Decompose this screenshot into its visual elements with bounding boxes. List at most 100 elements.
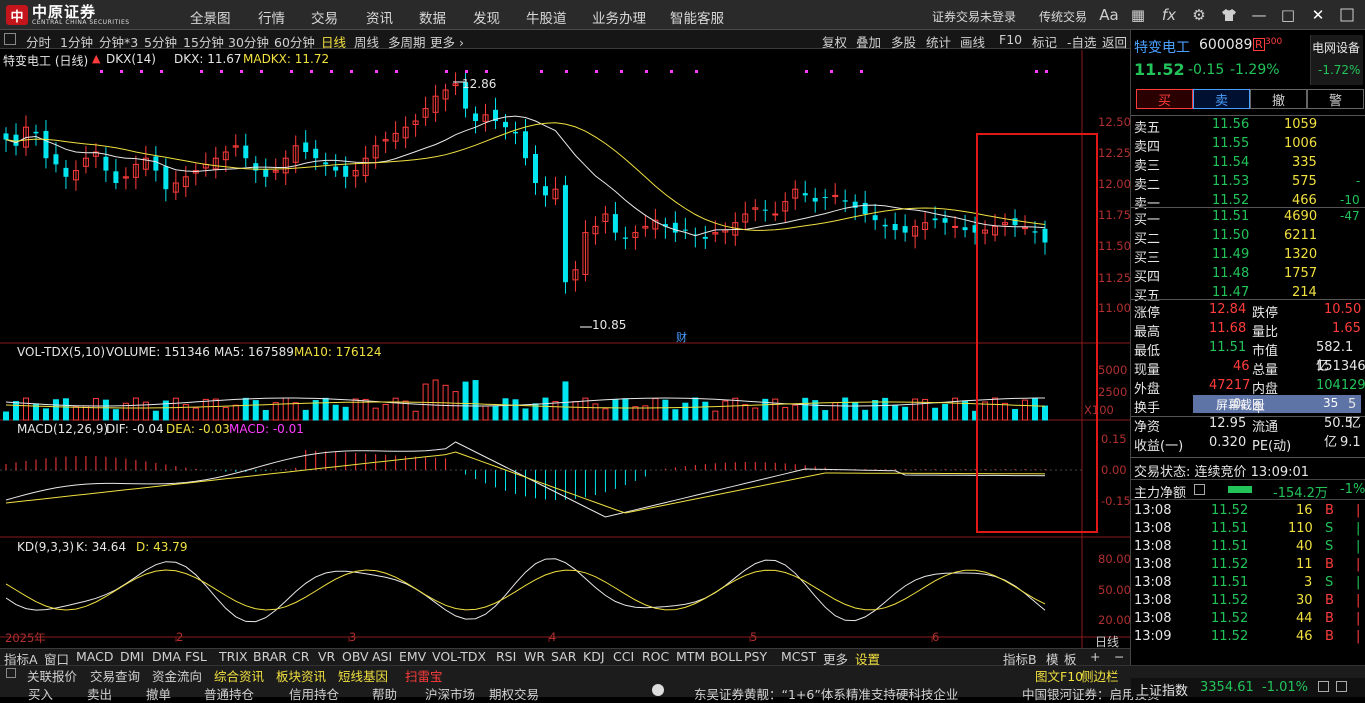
nav-7[interactable]: 业务办理: [592, 11, 646, 27]
minimize-icon[interactable]: —: [1251, 6, 1267, 24]
indicator-tab-25[interactable]: 设置: [855, 652, 881, 667]
period-tab-10[interactable]: 更多 ›: [430, 35, 464, 50]
indicator-tab-22[interactable]: PSY: [744, 649, 768, 664]
font-size-icon[interactable]: Aa: [1099, 6, 1119, 24]
indicator-tab-5[interactable]: FSL: [185, 649, 207, 664]
tool-6[interactable]: 标记: [1032, 35, 1058, 50]
function-right-0[interactable]: 图文F10: [1035, 669, 1084, 684]
indicator-tab-20[interactable]: MTM: [676, 649, 706, 664]
period-tab-0[interactable]: 分时: [26, 35, 52, 50]
shortcut-0[interactable]: 买入: [28, 687, 54, 702]
indicator-tab-4[interactable]: DMA: [152, 649, 181, 664]
index-menu-icon[interactable]: [1336, 681, 1347, 692]
nav-6[interactable]: 牛股道: [526, 11, 567, 27]
period-tab-7[interactable]: 日线: [321, 35, 347, 50]
index-chart-icon[interactable]: [1318, 681, 1329, 692]
shortcut-2[interactable]: 撤单: [146, 687, 172, 702]
industry-name[interactable]: 电网设备: [1312, 41, 1361, 55]
period-tab-5[interactable]: 30分钟: [228, 35, 269, 50]
period-tab-8[interactable]: 周线: [354, 35, 380, 50]
shortcut-6[interactable]: 沪深市场: [425, 687, 476, 702]
function-tab-1[interactable]: 交易查询: [90, 669, 141, 684]
kline-chart-area[interactable]: [0, 50, 1130, 648]
tool-5[interactable]: F10: [999, 32, 1023, 47]
indicator-right-2[interactable]: 板: [1064, 652, 1077, 667]
shortcut-1[interactable]: 卖出: [87, 687, 113, 702]
shortcut-5[interactable]: 帮助: [372, 687, 398, 702]
indicator-tab-17[interactable]: KDJ: [583, 649, 605, 664]
indicator-tab-15[interactable]: WR: [524, 649, 546, 664]
industry-box[interactable]: [1310, 35, 1363, 85]
tool-7[interactable]: -自选: [1067, 35, 1097, 50]
nav-2[interactable]: 交易: [311, 11, 338, 27]
gear-icon[interactable]: ⚙: [1192, 6, 1206, 24]
formula-icon[interactable]: fx: [1161, 6, 1177, 24]
indicator-tab-11[interactable]: ASI: [372, 649, 393, 664]
period-tab-4[interactable]: 15分钟: [183, 35, 224, 50]
indicator-tab-14[interactable]: RSI: [496, 649, 517, 664]
skin-icon[interactable]: [1220, 6, 1238, 24]
indicator-tab-1[interactable]: 窗口: [44, 652, 70, 667]
nav-5[interactable]: 发现: [473, 11, 500, 27]
function-tab-6[interactable]: 扫雷宝: [405, 669, 443, 684]
close-icon[interactable]: ✕: [1311, 6, 1325, 24]
indicator-right-3[interactable]: +: [1090, 649, 1101, 664]
function-tab-3[interactable]: 综合资讯: [214, 669, 265, 684]
period-tab-1[interactable]: 1分钟: [60, 35, 93, 50]
tool-3[interactable]: 统计: [926, 35, 952, 50]
expand-icon[interactable]: [4, 33, 16, 45]
function-tab-5[interactable]: 短线基因: [338, 669, 389, 684]
login-status[interactable]: 证券交易未登录: [932, 10, 1017, 24]
index-name[interactable]: 上证指数: [1136, 684, 1189, 699]
indicator-tab-13[interactable]: VOL-TDX: [432, 649, 487, 664]
grid-icon[interactable]: ▦: [1130, 6, 1146, 24]
function-tab-0[interactable]: 关联报价: [27, 669, 78, 684]
indicator-tab-12[interactable]: EMV: [399, 649, 427, 664]
nav-8[interactable]: 智能客服: [670, 11, 724, 27]
buy-button[interactable]: 买: [1136, 89, 1193, 109]
indicator-tab-8[interactable]: CR: [292, 649, 310, 664]
maximize-icon[interactable]: □: [1280, 6, 1296, 24]
trade-mode[interactable]: 传统交易: [1039, 10, 1088, 24]
function-tab-4[interactable]: 板块资讯: [276, 669, 327, 684]
indicator-tab-6[interactable]: TRIX: [219, 649, 248, 664]
tool-4[interactable]: 画线: [960, 35, 986, 50]
shortcut-3[interactable]: 普通持仓: [204, 687, 255, 702]
function-tab-2[interactable]: 资金流向: [152, 669, 203, 684]
indicator-tab-3[interactable]: DMI: [120, 649, 145, 664]
indicator-tab-23[interactable]: MCST: [781, 649, 817, 664]
indicator-tab-10[interactable]: OBV: [342, 649, 369, 664]
tool-2[interactable]: 多股: [891, 35, 917, 50]
period-tab-2[interactable]: 分钟*3: [99, 35, 139, 50]
indicator-tab-18[interactable]: CCI: [613, 649, 635, 664]
tool-0[interactable]: 复权: [822, 35, 848, 50]
indicator-tab-16[interactable]: SAR: [551, 649, 577, 664]
flow-chart-icon[interactable]: [1194, 484, 1205, 495]
period-tab-9[interactable]: 多周期: [388, 35, 426, 50]
indicator-tab-24[interactable]: 更多: [823, 652, 849, 667]
sell-button[interactable]: 卖: [1193, 89, 1250, 109]
period-tab-3[interactable]: 5分钟: [144, 35, 177, 50]
indicator-right-0[interactable]: 指标B: [1003, 652, 1037, 667]
nav-4[interactable]: 数据: [419, 11, 446, 27]
index-box[interactable]: [1131, 678, 1365, 697]
more-icon[interactable]: [1338, 6, 1356, 24]
shortcut-4[interactable]: 信用持仓: [289, 687, 340, 702]
indicator-tab-2[interactable]: MACD: [76, 649, 114, 664]
nav-3[interactable]: 资讯: [366, 11, 393, 27]
indicator-right-4[interactable]: −: [1114, 649, 1125, 664]
stock-name[interactable]: 特变电工: [1134, 40, 1190, 56]
indicator-tab-9[interactable]: VR: [318, 649, 336, 664]
indicator-tab-0[interactable]: 指标A: [4, 652, 38, 667]
indicator-tab-19[interactable]: ROC: [642, 649, 670, 664]
indicator-right-1[interactable]: 模: [1046, 652, 1059, 667]
shortcut-7[interactable]: 期权交易: [489, 687, 540, 702]
nav-1[interactable]: 行情: [258, 11, 285, 27]
alert-button[interactable]: 警: [1307, 89, 1364, 109]
tool-8[interactable]: 返回: [1102, 35, 1128, 50]
finance-marker[interactable]: 财: [676, 331, 687, 344]
grid-toggle-icon[interactable]: [6, 668, 16, 678]
news-ticker[interactable]: 东吴证券黄靓：“1+6”体系精准支持硬科技企业: [694, 687, 959, 702]
cancel-order-button[interactable]: 撤: [1250, 89, 1307, 109]
indicator-tab-21[interactable]: BOLL: [710, 649, 743, 664]
